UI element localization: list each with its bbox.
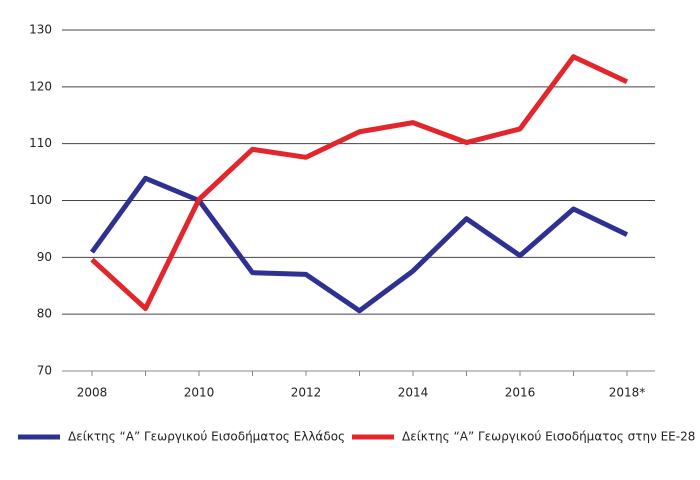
y-tick-label: 130 [29, 23, 52, 37]
series-line [89, 175, 629, 314]
x-tick-label: 2014 [398, 386, 429, 400]
x-tick-label: 2016 [505, 386, 536, 400]
series-line [90, 54, 629, 311]
y-tick-label: 110 [29, 136, 52, 150]
legend-label: Δείκτης “Α” Γεωργικού Εισοδήματος Ελλάδο… [68, 430, 345, 444]
y-tick-label: 80 [37, 307, 52, 321]
y-tick-label: 70 [37, 364, 52, 378]
y-tick-label: 100 [29, 193, 52, 207]
legend-label: Δείκτης “Α” Γεωργικού Εισοδήματος στην Ε… [402, 430, 695, 444]
y-tick-label: 90 [37, 250, 52, 264]
x-tick-label: 2010 [184, 386, 215, 400]
x-tick-label: 2018* [609, 386, 646, 400]
x-tick-label: 2012 [291, 386, 322, 400]
x-tick-label: 2008 [77, 386, 108, 400]
y-tick-label: 120 [29, 79, 52, 93]
